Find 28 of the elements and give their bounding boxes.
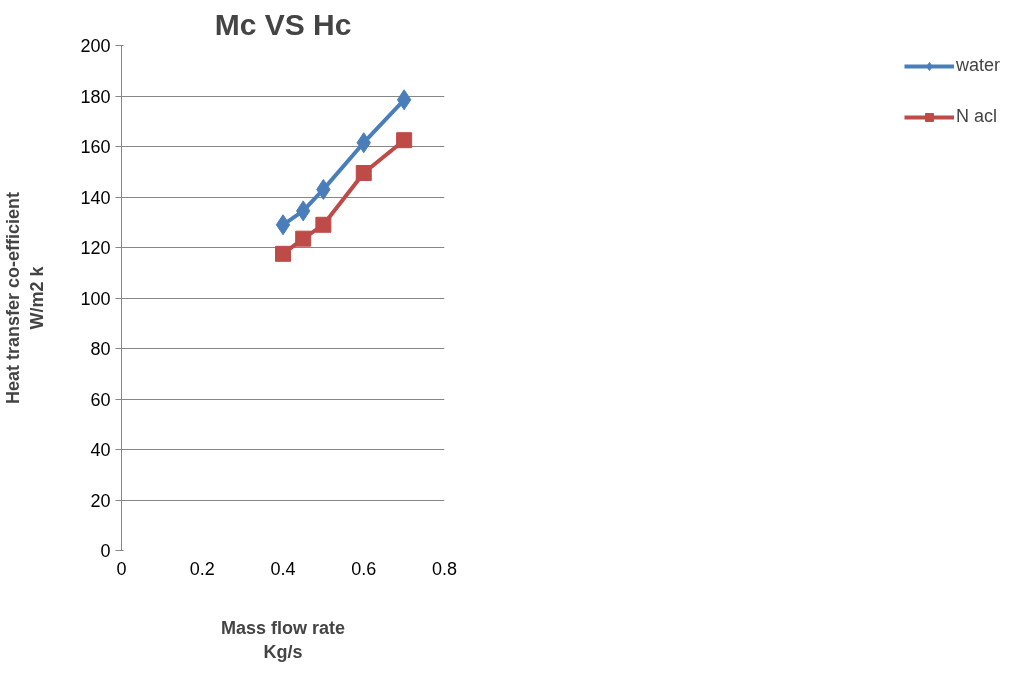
point bbox=[275, 245, 291, 262]
y-tick-label: 40 bbox=[90, 440, 111, 460]
x-axis-title: Mass flow rate Kg/s bbox=[220, 617, 346, 662]
x-tick-label: 0.6 bbox=[351, 558, 377, 579]
y-tick-label: 160 bbox=[80, 137, 111, 157]
chart-title: Mc VS Hc bbox=[214, 7, 352, 41]
point bbox=[275, 214, 291, 236]
y-tick-label: 100 bbox=[80, 288, 111, 309]
y-tick-label: 80 bbox=[90, 339, 111, 359]
y-axis-title: Heat transfer co-efficient W/m2 k bbox=[3, 191, 48, 405]
y-tick-label: 0 bbox=[100, 541, 111, 561]
point bbox=[355, 165, 372, 182]
y-tick-label: 20 bbox=[90, 490, 111, 511]
point bbox=[315, 216, 332, 233]
x-tick-label: 0 bbox=[116, 558, 127, 579]
y-tick-label: 200 bbox=[80, 36, 111, 56]
point bbox=[295, 230, 312, 247]
point bbox=[396, 89, 412, 111]
y-tick-label: 120 bbox=[80, 238, 111, 258]
point bbox=[396, 132, 413, 149]
x-tick-label: 0.8 bbox=[431, 558, 458, 579]
y-tick-label: 140 bbox=[80, 187, 111, 208]
y-tick-label: 180 bbox=[80, 86, 111, 107]
x-tick-label: 0.4 bbox=[270, 558, 296, 579]
x-tick-label: 0.2 bbox=[189, 558, 215, 579]
legend-label: water bbox=[955, 55, 1000, 76]
legend-label: N acl bbox=[955, 106, 997, 127]
y-tick-label: 60 bbox=[90, 389, 111, 410]
